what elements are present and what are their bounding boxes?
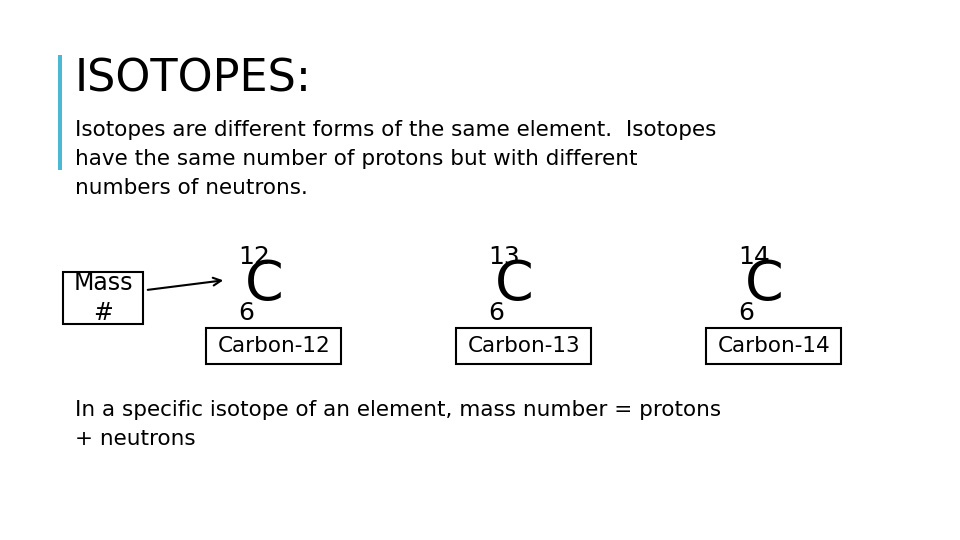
Text: 14: 14 <box>738 245 770 269</box>
Text: Mass
#: Mass # <box>73 271 132 325</box>
Bar <box>63 272 143 324</box>
Text: 6: 6 <box>238 301 254 325</box>
Text: C: C <box>745 258 783 312</box>
Text: C: C <box>495 258 534 312</box>
Text: 12: 12 <box>238 245 270 269</box>
Text: Carbon-12: Carbon-12 <box>217 336 330 356</box>
Text: ISOTOPES:: ISOTOPES: <box>75 58 312 101</box>
Text: C: C <box>245 258 284 312</box>
Bar <box>58 55 62 170</box>
Text: 13: 13 <box>488 245 519 269</box>
Bar <box>707 328 841 364</box>
Text: Carbon-13: Carbon-13 <box>468 336 580 356</box>
Bar <box>206 328 341 364</box>
Text: Isotopes are different forms of the same element.  Isotopes
have the same number: Isotopes are different forms of the same… <box>75 120 716 198</box>
Text: 6: 6 <box>738 301 754 325</box>
Bar <box>456 328 591 364</box>
Text: In a specific isotope of an element, mass number = protons
+ neutrons: In a specific isotope of an element, mas… <box>75 400 721 449</box>
Text: Carbon-14: Carbon-14 <box>717 336 830 356</box>
Text: 6: 6 <box>488 301 504 325</box>
